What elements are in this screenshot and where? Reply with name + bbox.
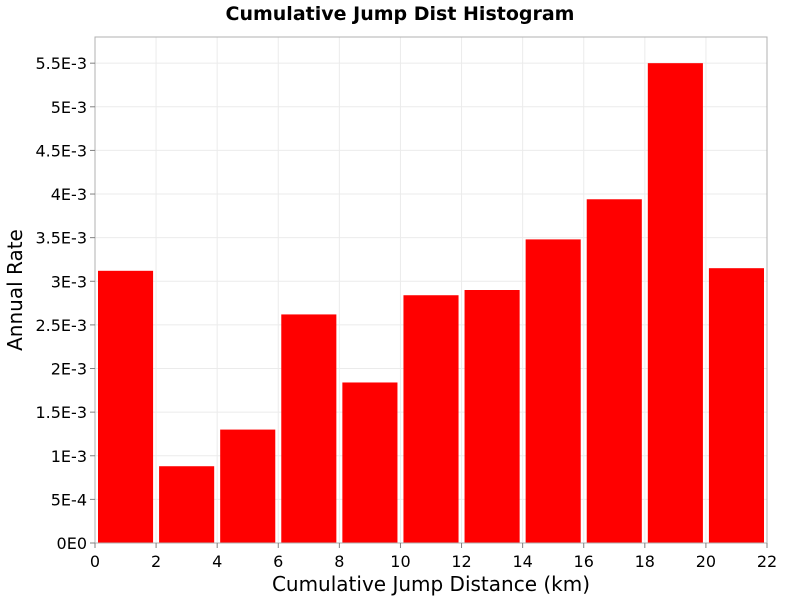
y-tick-label: 2.5E-3 [35, 316, 87, 335]
histogram-bar-1 [98, 270, 154, 543]
histogram-bar-6 [403, 295, 459, 543]
y-tick-label: 2E-3 [51, 360, 87, 379]
x-tick-label: 16 [574, 552, 594, 571]
x-tick-label: 6 [273, 552, 283, 571]
y-tick-label: 5E-4 [51, 490, 87, 509]
y-axis-label: Annual Rate [3, 229, 27, 351]
y-tick-label: 0E0 [57, 534, 87, 553]
bars [98, 63, 764, 543]
x-tick-label: 4 [212, 552, 222, 571]
x-tick-label: 0 [90, 552, 100, 571]
y-tick-label: 3E-3 [51, 272, 87, 291]
histogram-bar-10 [647, 63, 703, 543]
y-tick-label: 4.5E-3 [35, 141, 87, 160]
histogram-bar-3 [220, 429, 276, 543]
x-tick-label: 22 [757, 552, 777, 571]
x-tick-label: 18 [635, 552, 655, 571]
histogram-bar-7 [464, 290, 520, 543]
y-tick-label: 4E-3 [51, 185, 87, 204]
y-axis-ticks: 0E0 5E-4 1E-3 1.5E-3 2E-3 2.5E-3 3E-3 3.5E-3 4E-… [35, 54, 95, 553]
histogram-bar-2 [159, 466, 215, 543]
plot-frame [94, 36, 768, 544]
x-tick-label: 12 [451, 552, 471, 571]
x-axis-ticks: 0 2 4 6 8 10 12 14 16 18 20 22 [90, 543, 777, 571]
x-tick-label: 10 [390, 552, 410, 571]
y-tick-label: 1.5E-3 [35, 403, 87, 422]
y-tick-label: 3.5E-3 [35, 229, 87, 248]
chart-title: Cumulative Jump Dist Histogram [226, 3, 575, 25]
histogram-bar-9 [586, 199, 642, 543]
y-tick-label: 5E-3 [51, 98, 87, 117]
histogram-bar-4 [281, 314, 337, 543]
histogram-bar-5 [342, 382, 398, 543]
x-tick-label: 8 [334, 552, 344, 571]
x-tick-label: 14 [512, 552, 532, 571]
x-tick-label: 20 [696, 552, 716, 571]
x-tick-label: 2 [151, 552, 161, 571]
histogram-bar-8 [525, 239, 581, 543]
histogram-bar-11 [708, 268, 764, 543]
x-axis-label: Cumulative Jump Distance (km) [272, 572, 590, 596]
y-tick-label: 5.5E-3 [35, 54, 87, 73]
y-tick-label: 1E-3 [51, 447, 87, 466]
